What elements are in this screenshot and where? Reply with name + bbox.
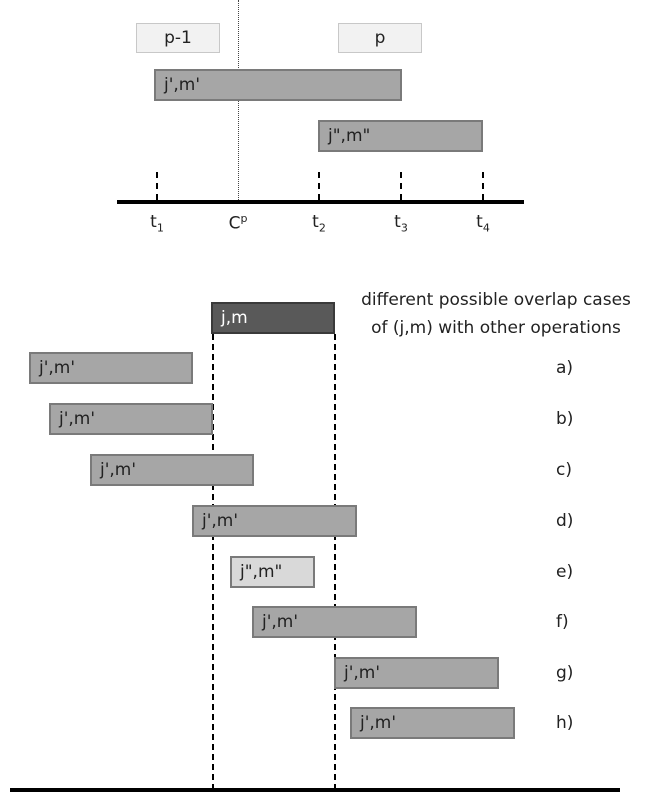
case-e-label: e)	[556, 562, 574, 582]
tick-t1	[156, 172, 158, 200]
case-f-label: f)	[556, 612, 569, 632]
tick-label-cp: Cp	[228, 212, 248, 234]
operation-bar-top-2: j",m"	[318, 120, 483, 152]
tick-label-t1: t1	[150, 212, 164, 235]
caption-line-1: different possible overlap cases	[361, 290, 631, 310]
operation-bar-top-1: j',m'	[154, 69, 402, 101]
tick-t4	[482, 172, 484, 200]
tick-t3	[400, 172, 402, 200]
time-axis-bottom	[10, 788, 620, 792]
caption-line-2: of (j,m) with other operations	[371, 318, 621, 338]
case-b-label: b)	[556, 409, 574, 429]
case-c-bar: j',m'	[90, 454, 254, 486]
tick-t2	[318, 172, 320, 200]
case-g-label: g)	[556, 663, 574, 683]
case-h-bar: j',m'	[350, 707, 515, 739]
case-e-bar: j",m"	[230, 556, 315, 588]
case-f-bar: j',m'	[252, 606, 417, 638]
time-axis-top	[117, 200, 524, 204]
tick-label-t2: t2	[312, 212, 326, 235]
case-c-label: c)	[556, 460, 572, 480]
case-b-bar: j',m'	[49, 403, 213, 435]
period-current-label: p	[338, 23, 422, 53]
main-operation-bar: j,m	[211, 302, 335, 334]
main-op-start-line	[212, 334, 214, 790]
case-a-bar: j',m'	[29, 352, 193, 384]
case-a-label: a)	[556, 358, 574, 378]
main-op-end-line	[334, 334, 336, 790]
case-g-bar: j',m'	[334, 657, 499, 689]
case-h-label: h)	[556, 713, 574, 733]
case-d-label: d)	[556, 511, 574, 531]
case-d-bar: j',m'	[192, 505, 357, 537]
tick-label-t3: t3	[394, 212, 408, 235]
period-prev-label: p-1	[136, 23, 220, 53]
tick-label-t4: t4	[476, 212, 490, 235]
